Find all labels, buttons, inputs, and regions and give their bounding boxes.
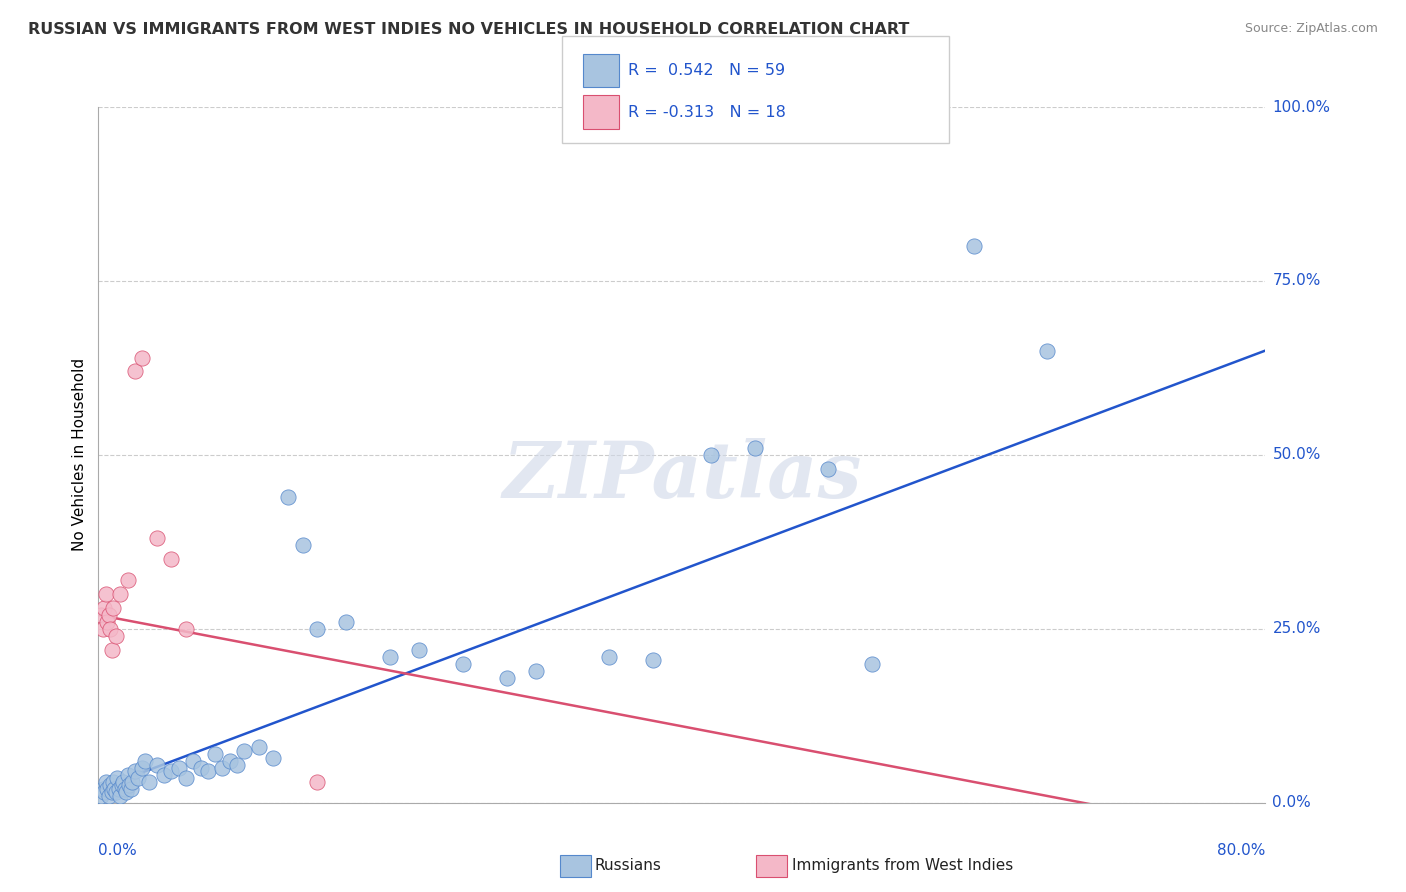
Point [744, 441, 766, 455]
Point [94, 587, 117, 601]
Point [146, 532, 169, 546]
Point [307, 775, 329, 789]
Point [174, 622, 197, 636]
Point [1035, 343, 1057, 358]
Point [127, 772, 149, 786]
Point [93, 785, 115, 799]
Point [124, 364, 146, 378]
Point [131, 351, 153, 365]
Point [100, 785, 122, 799]
Point [291, 538, 314, 552]
Point [100, 642, 122, 657]
Text: RUSSIAN VS IMMIGRANTS FROM WEST INDIES NO VEHICLES IN HOUSEHOLD CORRELATION CHAR: RUSSIAN VS IMMIGRANTS FROM WEST INDIES N… [28, 22, 910, 37]
Point [131, 761, 153, 775]
Point [98, 778, 121, 792]
Point [408, 642, 430, 657]
Point [641, 653, 664, 667]
Point [860, 657, 883, 671]
Point [598, 649, 620, 664]
Point [181, 754, 204, 768]
Point [218, 754, 240, 768]
Point [94, 775, 117, 789]
Y-axis label: No Vehicles in Household: No Vehicles in Household [72, 359, 87, 551]
Point [817, 462, 839, 476]
Point [451, 657, 474, 671]
Point [90, 789, 112, 803]
Point [104, 785, 127, 799]
Point [96, 781, 118, 796]
Point [378, 649, 402, 664]
Point [700, 448, 723, 462]
Point [307, 622, 329, 636]
Point [277, 490, 299, 504]
Point [104, 629, 127, 643]
Point [262, 750, 284, 764]
Text: 100.0%: 100.0% [1272, 100, 1330, 114]
Point [108, 781, 131, 796]
Point [112, 775, 135, 789]
Point [96, 615, 118, 629]
Point [197, 764, 219, 779]
Text: 50.0%: 50.0% [1272, 448, 1320, 462]
Point [101, 601, 124, 615]
Point [117, 768, 139, 782]
Point [115, 785, 138, 799]
Point [247, 740, 270, 755]
Point [134, 754, 156, 768]
Point [226, 757, 249, 772]
Point [124, 764, 146, 779]
Text: 25.0%: 25.0% [1272, 622, 1320, 636]
Point [211, 761, 233, 775]
Point [97, 789, 120, 803]
Point [121, 775, 143, 789]
Point [233, 744, 256, 758]
Text: Russians: Russians [595, 858, 662, 872]
Point [97, 607, 120, 622]
Point [114, 781, 136, 796]
Point [138, 775, 160, 789]
Point [153, 768, 176, 782]
Text: R = -0.313   N = 18: R = -0.313 N = 18 [628, 105, 786, 120]
Point [495, 671, 517, 685]
Point [91, 622, 114, 636]
Text: 80.0%: 80.0% [1218, 843, 1265, 858]
Point [101, 775, 124, 789]
Text: Immigrants from West Indies: Immigrants from West Indies [792, 858, 1012, 872]
Point [93, 601, 115, 615]
Point [90, 607, 112, 622]
Point [335, 615, 357, 629]
Point [174, 772, 197, 786]
Point [962, 239, 984, 253]
Point [120, 781, 142, 796]
Point [91, 781, 114, 796]
Text: 0.0%: 0.0% [98, 843, 138, 858]
Point [98, 622, 121, 636]
Point [111, 778, 134, 792]
Point [204, 747, 226, 761]
Point [190, 761, 212, 775]
Point [110, 587, 132, 601]
Point [146, 757, 169, 772]
Point [118, 778, 141, 792]
Text: R =  0.542   N = 59: R = 0.542 N = 59 [628, 63, 786, 78]
Point [160, 764, 183, 779]
Point [103, 781, 125, 796]
Text: 0.0%: 0.0% [1272, 796, 1312, 810]
Text: ZIPatlas: ZIPatlas [502, 438, 862, 514]
Point [524, 664, 547, 678]
Point [160, 552, 183, 566]
Point [110, 789, 132, 803]
Point [105, 772, 128, 786]
Text: 75.0%: 75.0% [1272, 274, 1320, 288]
Point [117, 573, 139, 587]
Point [167, 761, 190, 775]
Text: Source: ZipAtlas.com: Source: ZipAtlas.com [1244, 22, 1378, 36]
